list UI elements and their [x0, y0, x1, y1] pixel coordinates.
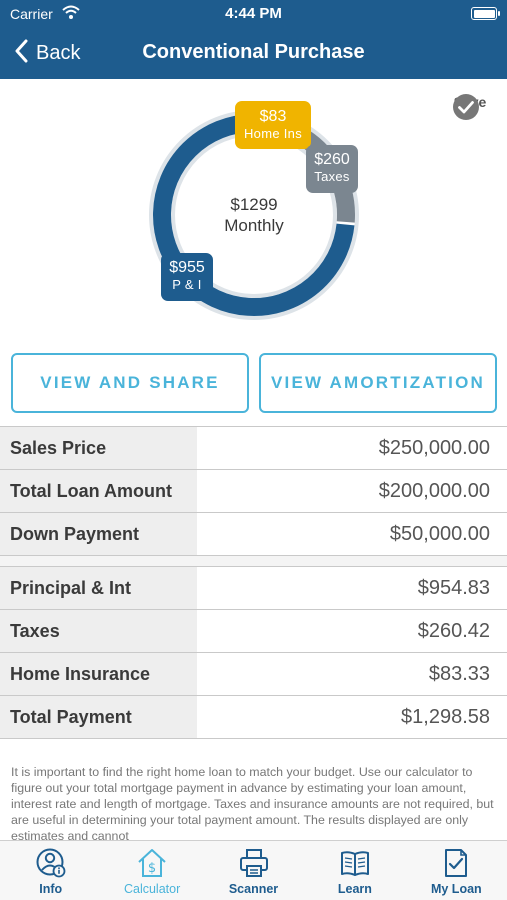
table-row: Sales Price $250,000.00 — [0, 427, 507, 470]
principal-interest-amount: $955 — [169, 259, 205, 276]
payment-summary-table: Principal & Int $954.83 Taxes $260.42 Ho… — [0, 566, 507, 739]
principal-interest-label: P & I — [172, 277, 202, 292]
tab-my-loan[interactable]: My Loan — [406, 841, 507, 900]
tab-bar: Info $ Calculator Scanner — [0, 840, 507, 900]
tab-label: My Loan — [430, 882, 482, 896]
row-value: $50,000.00 — [389, 523, 490, 545]
row-label: Taxes — [10, 621, 60, 641]
taxes-badge: $260 Taxes — [306, 145, 358, 193]
table-row: Principal & Int $954.83 — [0, 567, 507, 610]
page-title: Conventional Purchase — [142, 41, 365, 63]
home-insurance-label: Home Ins — [243, 126, 303, 141]
view-and-share-button[interactable]: VIEW AND SHARE — [11, 353, 249, 413]
row-label: Down Payment — [10, 524, 140, 544]
view-amortization-button[interactable]: VIEW AMORTIZATION — [259, 353, 497, 413]
status-bar: Carrier 4:44 PM — [0, 0, 507, 28]
row-label: Total Payment — [10, 707, 132, 727]
table-row: Total Payment $1,298.58 — [0, 696, 507, 739]
chevron-left-icon — [14, 39, 28, 68]
tab-label: Learn — [337, 882, 372, 896]
row-value: $954.83 — [417, 577, 490, 599]
open-book-icon — [339, 847, 371, 879]
taxes-label: Taxes — [314, 169, 350, 184]
payment-breakdown-chart: $1299 Monthly $83 Home Ins $260 Taxes $9… — [0, 79, 507, 341]
wifi-icon — [62, 4, 80, 25]
back-label: Back — [36, 41, 81, 64]
tab-scanner[interactable]: Scanner — [203, 841, 304, 900]
monthly-total-amount: $1299 — [230, 195, 278, 214]
clock: 4:44 PM — [225, 5, 282, 22]
printer-icon — [238, 847, 270, 879]
navigation-bar: Back Conventional Purchase — [0, 28, 507, 79]
home-insurance-amount: $83 — [259, 108, 287, 125]
row-label: Total Loan Amount — [10, 481, 172, 501]
carrier-label: Carrier — [10, 6, 53, 22]
back-button[interactable]: Back — [14, 39, 80, 67]
info-person-icon — [35, 847, 67, 879]
tab-label: Calculator — [123, 882, 181, 896]
document-check-icon — [440, 847, 472, 879]
save-button[interactable]: Save — [452, 93, 488, 120]
row-label: Home Insurance — [10, 664, 151, 684]
row-value: $83.33 — [428, 663, 490, 685]
monthly-total-label: Monthly — [224, 216, 284, 235]
taxes-amount: $260 — [314, 151, 350, 168]
table-row: Total Loan Amount $200,000.00 — [0, 470, 507, 513]
table-row: Taxes $260.42 — [0, 610, 507, 653]
svg-text:$: $ — [148, 861, 156, 876]
row-value: $200,000.00 — [378, 480, 490, 502]
table-row: Down Payment $50,000.00 — [0, 513, 507, 556]
house-dollar-icon: $ — [136, 847, 168, 879]
table-row: Home Insurance $83.33 — [0, 653, 507, 696]
tab-calculator[interactable]: $ Calculator — [101, 841, 202, 900]
tab-label: Info — [39, 882, 63, 896]
home-insurance-badge: $83 Home Ins — [235, 101, 311, 149]
battery-icon — [471, 7, 500, 20]
disclaimer-text: It is important to find the right home l… — [11, 765, 494, 840]
row-value: $250,000.00 — [378, 437, 490, 459]
section-divider — [0, 556, 507, 566]
tab-info[interactable]: Info — [0, 841, 101, 900]
row-label: Principal & Int — [10, 578, 132, 598]
tab-label: Scanner — [228, 882, 279, 896]
row-value: $1,298.58 — [401, 706, 490, 728]
row-label: Sales Price — [10, 438, 107, 458]
row-value: $260.42 — [417, 620, 490, 642]
tab-learn[interactable]: Learn — [304, 841, 405, 900]
principal-interest-badge: $955 P & I — [161, 253, 213, 301]
loan-summary-table: Sales Price $250,000.00 Total Loan Amoun… — [0, 426, 507, 556]
